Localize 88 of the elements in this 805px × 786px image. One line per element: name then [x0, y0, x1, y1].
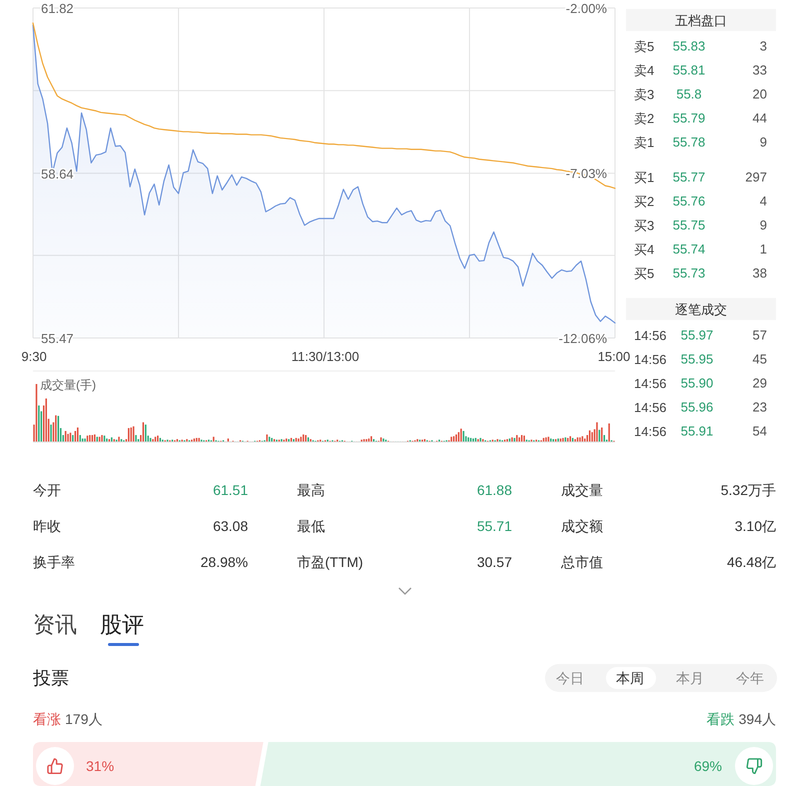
category-label: 今开	[33, 482, 61, 498]
data-label: 1	[760, 242, 767, 256]
data-label: 38	[752, 266, 767, 280]
category-label: 成交额	[561, 518, 603, 534]
text: 本周	[616, 670, 644, 686]
data-label: 20	[752, 86, 767, 102]
category-label: 14:56	[634, 352, 667, 366]
y-tick-label: 55.47	[41, 330, 74, 346]
category-label: 市盈(TTM)	[297, 554, 364, 570]
series-label: 看跌	[706, 711, 735, 727]
category-label: 最低	[297, 518, 325, 534]
text: 逐笔成交	[675, 302, 727, 316]
data-label: 55.76	[672, 194, 706, 208]
x-tick-label: 15:00	[598, 348, 630, 364]
category-label: 卖3	[634, 86, 654, 102]
category-label: 换手率	[33, 554, 75, 570]
data-label: 69%	[694, 758, 722, 774]
category-label: 卖1	[634, 134, 654, 150]
data-label: 46.48亿	[726, 554, 776, 570]
category-label: 总市值	[560, 554, 603, 570]
text: 本月	[676, 670, 704, 686]
data-label: 45	[752, 352, 767, 366]
data-label: 29	[752, 376, 767, 390]
category-label: 买2	[634, 194, 654, 208]
data-label: 9	[760, 218, 767, 232]
category-label: 买1	[634, 170, 654, 184]
data-label: 55.95	[680, 352, 714, 366]
data-label: 61.51	[212, 482, 248, 498]
text: 今日	[556, 670, 584, 686]
data-label: 55.74	[672, 242, 706, 256]
series-label: 看涨	[33, 711, 61, 727]
category-label: 14:56	[634, 328, 667, 342]
text: 179人	[65, 711, 102, 727]
category-label: 卖5	[634, 38, 654, 54]
category-label: 14:56	[634, 400, 667, 414]
data-label: 55.8	[676, 86, 702, 102]
chart-title: 成交量(手)	[40, 378, 96, 392]
data-label: 61.88	[476, 482, 512, 498]
data-label: 55.73	[672, 266, 706, 280]
text: 资讯	[33, 612, 77, 636]
line-series	[32, 22, 616, 189]
data-label: 9	[760, 134, 767, 150]
text: 五档盘口	[675, 12, 727, 28]
category-label: 昨收	[33, 518, 61, 534]
x-tick-label: 11:30/13:00	[291, 348, 360, 364]
y2-tick-label: -12.06%	[558, 330, 608, 346]
y2-tick-label: -2.00%	[566, 0, 608, 16]
data-label: 44	[752, 110, 767, 126]
data-label: 297	[745, 170, 767, 184]
category-label: 最高	[297, 482, 325, 498]
category-label: 买4	[634, 242, 654, 256]
category-label: 卖4	[634, 62, 654, 78]
category-label: 成交量	[561, 482, 603, 498]
data-label: 28.98%	[200, 554, 248, 570]
category-label: 14:56	[634, 424, 667, 438]
data-label: 54	[752, 424, 767, 438]
data-label: 23	[752, 400, 767, 414]
category-label: 买5	[634, 266, 654, 280]
data-label: 4	[760, 194, 767, 208]
data-label: 5.32万手	[720, 482, 776, 498]
data-label: 55.90	[680, 376, 714, 390]
data-label: 55.97	[680, 328, 714, 342]
category-label: 卖2	[634, 110, 654, 126]
data-label: 55.79	[672, 110, 706, 126]
data-label: 3.10亿	[734, 518, 776, 534]
data-label: 55.96	[680, 400, 714, 414]
data-label: 63.08	[212, 518, 248, 534]
text: 394人	[738, 711, 776, 727]
data-label: 57	[752, 328, 767, 342]
data-label: 55.83	[672, 38, 706, 54]
text: 今年	[736, 670, 764, 686]
data-label: 55.77	[672, 170, 706, 184]
chart-title: 投票	[32, 668, 69, 688]
y-tick-label: 58.64	[41, 166, 74, 181]
text: 股评	[100, 612, 144, 636]
data-label: 55.71	[476, 518, 512, 534]
data-label: 55.75	[672, 218, 706, 232]
data-label: 55.81	[672, 62, 706, 78]
category-label: 14:56	[634, 376, 667, 390]
data-label: 55.91	[680, 424, 714, 438]
data-label: 33	[752, 62, 767, 78]
y-tick-label: 61.82	[41, 0, 74, 16]
data-label: 3	[760, 38, 767, 54]
category-label: 买3	[634, 218, 654, 232]
data-label: 31%	[86, 758, 114, 774]
data-label: 30.57	[476, 554, 512, 570]
data-label: 55.78	[672, 134, 706, 150]
x-tick-label: 9:30	[21, 348, 47, 364]
